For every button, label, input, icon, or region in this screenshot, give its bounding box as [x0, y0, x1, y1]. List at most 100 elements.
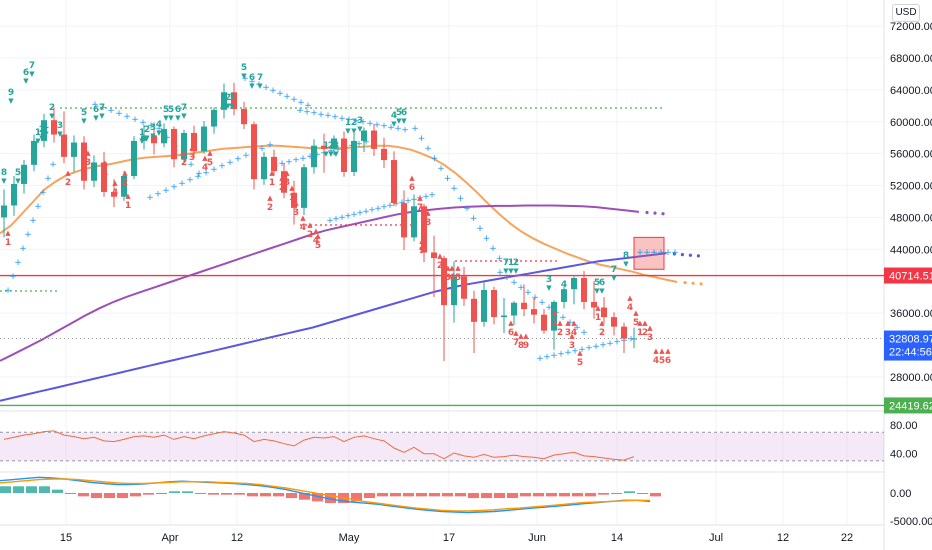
sar-dot: + [373, 120, 381, 130]
rsi-line [3, 430, 635, 461]
sar-dot: + [49, 160, 57, 170]
sar-dot: + [276, 89, 284, 99]
sar-dot: + [285, 157, 293, 167]
macd-histogram-bar [351, 493, 362, 502]
candle-body [481, 289, 487, 322]
ma-blue-line-projection-dot [696, 254, 701, 258]
macd-histogram-bar [312, 493, 323, 502]
td-red-arrow: ▲ [300, 214, 306, 222]
sar-dot: + [422, 192, 430, 202]
horizontal-levels[interactable] [0, 107, 884, 407]
td-red-arrow: ▲ [523, 332, 529, 340]
td-green-count: 5 [81, 108, 87, 118]
sar-dot: + [266, 141, 274, 151]
td-green-count: 7 [181, 103, 187, 113]
sar-dot: + [483, 234, 491, 244]
candle-body [171, 128, 177, 160]
sar-dot: + [557, 350, 565, 360]
td-sequential-labels: 8▼9▼5▼6▼7▼1▼2▼1▼2▼3▼5▼6▼7▼1▼2▼3▼4▼5▼5▼6▼… [1, 61, 671, 368]
td-red-count: 2 [279, 183, 285, 193]
ma-blue-line-projection-dot [680, 252, 685, 257]
macd-histogram-bar [65, 493, 76, 494]
sar-dot: + [380, 203, 388, 213]
sar-dot: + [202, 169, 210, 179]
td-red-count: 6 [508, 328, 514, 338]
macd-histogram-bar [507, 493, 518, 499]
sar-dot: + [123, 112, 131, 122]
macd-histogram-bar [260, 493, 271, 497]
price-tick-label: 72000.00 [890, 21, 932, 33]
macd-histogram-bar [624, 491, 635, 493]
td-green-arrow: ▼ [15, 177, 21, 185]
candlesticks[interactable] [1, 82, 637, 361]
td-red-count: 2 [599, 328, 605, 338]
rsi-pane[interactable] [0, 430, 884, 462]
td-red-count: 2 [557, 328, 563, 338]
td-green-arrow: ▼ [257, 82, 263, 90]
td-green-arrow: ▼ [345, 127, 351, 135]
sar-dot: + [503, 273, 511, 283]
candle-body [1, 205, 7, 218]
td-red-count: 1 [595, 313, 601, 323]
sar-dot: + [636, 248, 644, 258]
td-green-count: 2 [513, 258, 519, 268]
td-red-arrow: ▲ [637, 319, 643, 327]
candle-body [261, 156, 267, 180]
td-green-count: 7 [611, 265, 617, 275]
td-green-count: 1 [508, 258, 514, 268]
td-green-count: 7 [29, 61, 35, 71]
td-green-count: 2 [351, 118, 357, 128]
td-red-arrow: ▲ [202, 154, 208, 162]
candle-body [81, 142, 87, 181]
td-green-count: 5 [163, 105, 169, 115]
sar-dot: + [380, 122, 388, 132]
resistance-tag [884, 267, 932, 284]
candle-body [331, 138, 337, 149]
sar-dot: + [242, 151, 250, 161]
time-axis[interactable]: 15 Apr 12 May 17 Jun 14 Jul 12 22 [60, 532, 853, 544]
sar-dot: + [550, 351, 558, 361]
macd-histogram-bar [91, 493, 102, 499]
ma-orange-line-projection-dot [699, 282, 703, 286]
macd-histogram-bar [546, 493, 557, 497]
td-green-count: 6 [93, 105, 99, 115]
sar-dot: + [327, 147, 335, 157]
td-red-count: 4 [202, 163, 208, 173]
sar-dot: + [559, 313, 567, 323]
sar-dot: + [411, 124, 419, 134]
td-green-arrow: ▼ [168, 114, 174, 122]
candle-body [631, 338, 637, 340]
candle-body [421, 206, 427, 253]
macd-histogram-bar [78, 493, 89, 497]
td-red-arrow: ▲ [102, 159, 108, 167]
td-green-arrow: ▼ [357, 125, 363, 133]
td-green-count: 1 [345, 118, 351, 128]
time-tick-label: 14 [611, 532, 623, 544]
td-green-count: 2 [49, 103, 55, 113]
sar-dot: + [416, 194, 424, 204]
td-green-arrow: ▼ [49, 112, 55, 120]
currency-button[interactable]: USD [892, 4, 920, 22]
td-red-arrow: ▲ [112, 179, 118, 187]
macd-histogram-bar [429, 493, 440, 497]
td-red-count: 5 [577, 358, 583, 368]
td-green-arrow: ▼ [594, 287, 600, 295]
sar-dot: + [338, 114, 346, 124]
price-axis[interactable]: 72000.00 68000.00 64000.00 60000.00 56000.00… [884, 21, 932, 528]
candle-body [611, 317, 617, 327]
td-red-count: 5 [315, 241, 321, 251]
sar-dot: + [355, 139, 363, 149]
ma-blue-line-projection-dot [688, 253, 693, 257]
sar-dot: + [650, 248, 658, 258]
td-red-arrow: ▲ [518, 332, 524, 340]
td-green-arrow: ▼ [401, 117, 407, 125]
sar-dot: + [536, 354, 544, 364]
candle-body [411, 206, 417, 238]
sar-dot: + [356, 209, 364, 219]
sar-dot: + [671, 248, 679, 258]
ma-orange-line-projection-dot [691, 281, 695, 285]
candle-body [461, 276, 467, 299]
macd-pane[interactable] [0, 476, 661, 514]
td-red-count: 6 [409, 183, 415, 193]
